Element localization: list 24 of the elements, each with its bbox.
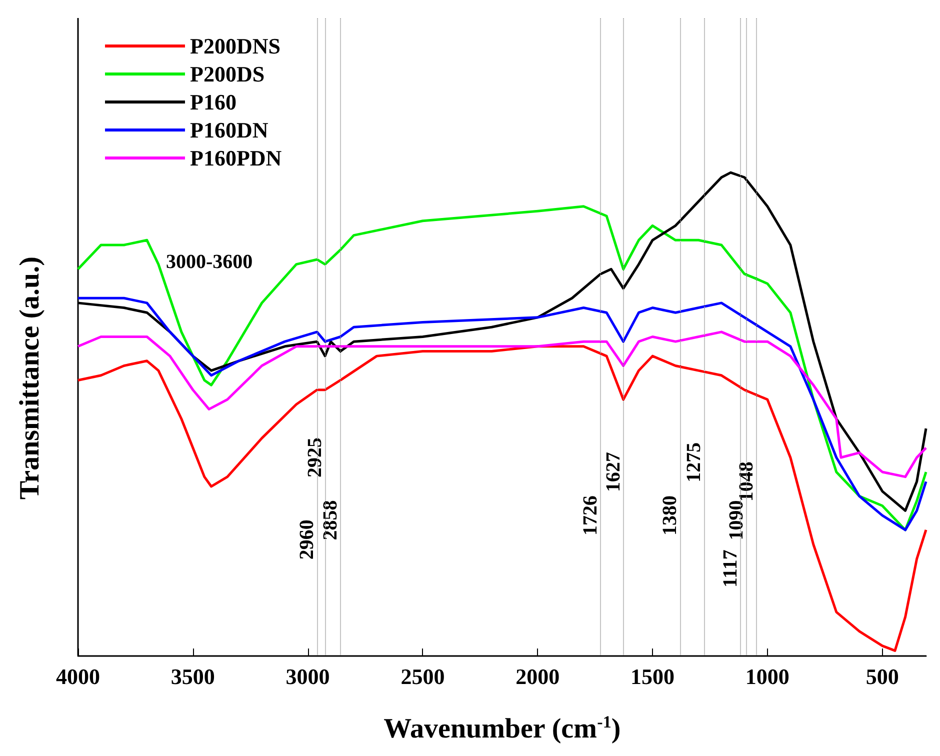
annotation: 1090 — [726, 500, 748, 540]
x-tick-label: 1000 — [745, 664, 790, 689]
annotation: 1380 — [659, 495, 682, 536]
annotation: 1726 — [580, 495, 602, 536]
annotation: 1627 — [602, 452, 624, 492]
annotation: 2858 — [319, 500, 342, 540]
x-tick-label: 2000 — [516, 664, 560, 689]
legend-label: P160DN — [190, 118, 268, 142]
x-tick-label: 1500 — [630, 664, 675, 689]
x-tick-label: 500 — [866, 664, 899, 689]
annotation: 1275 — [683, 442, 706, 482]
y-axis-title: Transmittance (a.u.) — [14, 256, 46, 500]
x-tick-label: 3000 — [286, 664, 330, 689]
legend-label: P160 — [190, 90, 236, 114]
x-tick-label: 3500 — [170, 664, 215, 689]
annotation: 3000-3600 — [166, 251, 253, 273]
annotation: 2925 — [304, 437, 326, 478]
x-tick-label: 4000 — [56, 664, 100, 689]
annotation: 2960 — [296, 520, 318, 560]
x-tick-label: 2500 — [400, 664, 445, 689]
annotation: 1117 — [720, 550, 742, 588]
legend-label: P200DS — [190, 62, 265, 86]
legend-label: P160PDN — [190, 146, 282, 170]
legend-label: P200DNS — [190, 34, 280, 58]
